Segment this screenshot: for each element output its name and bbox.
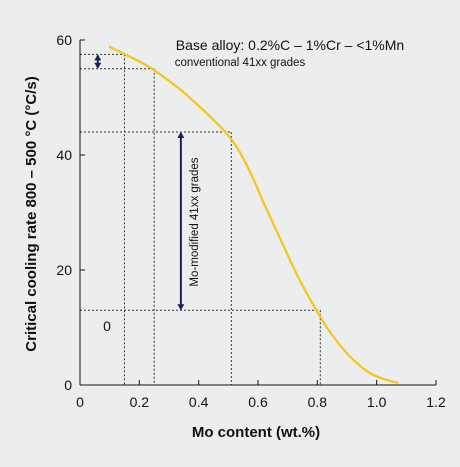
y-tick-label: 20 bbox=[56, 262, 72, 278]
base-alloy-label: Base alloy: 0.2%C – 1%Cr – <1%Mn bbox=[176, 37, 404, 53]
range-arrows bbox=[94, 54, 185, 311]
y-tick-label: 40 bbox=[56, 147, 72, 163]
series-layer bbox=[108, 45, 399, 384]
reference-lines bbox=[80, 53, 321, 385]
conventional-grades-label: conventional 41xx grades bbox=[175, 57, 306, 69]
x-tick-label: 0.8 bbox=[308, 394, 328, 410]
x-tick-label: 1.0 bbox=[367, 394, 387, 410]
range-arrow-head-top bbox=[177, 132, 185, 138]
y-tick-label: 60 bbox=[56, 32, 72, 48]
series-line bbox=[108, 45, 399, 384]
range-arrow-head-bottom bbox=[177, 304, 185, 311]
x-tick-label: 1.2 bbox=[426, 394, 446, 410]
range-arrow-head-bottom bbox=[94, 62, 102, 69]
tick-labels: 0 0.2 0.4 0.6 0.8 1.0 1.2 0 20 40 60 bbox=[56, 32, 446, 410]
modified-grades-label: Mo-modified 41xx grades bbox=[189, 157, 201, 286]
range-arrow-head-top bbox=[94, 54, 102, 61]
x-tick-label: 0 bbox=[76, 394, 84, 410]
y-tick-label: 0 bbox=[64, 377, 72, 393]
y-axis-title: Critical cooling rate 800 – 500 °C (°C/s… bbox=[23, 76, 40, 351]
x-tick-label: 0.4 bbox=[189, 394, 209, 410]
x-axis-title: Mo content (wt.%) bbox=[192, 424, 320, 441]
x-tick-label: 0.6 bbox=[248, 394, 268, 410]
axes bbox=[79, 39, 437, 386]
x-tick-label: 0.2 bbox=[130, 394, 150, 410]
zero-annotation: 0 bbox=[103, 318, 111, 334]
